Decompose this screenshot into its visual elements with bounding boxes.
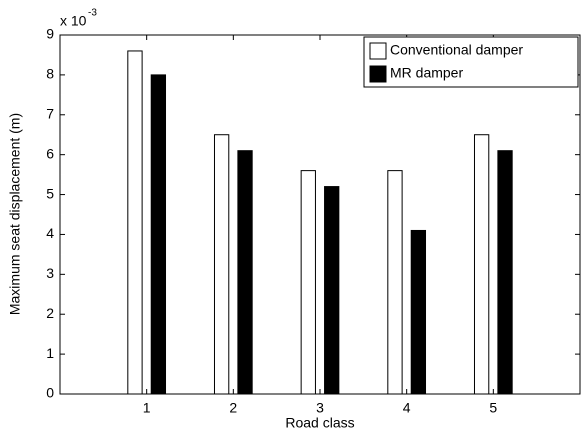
y-tick-label: 8 bbox=[46, 66, 54, 82]
bar bbox=[324, 186, 340, 395]
bar bbox=[150, 74, 167, 395]
bar bbox=[387, 170, 403, 395]
x-axis-label: Road class bbox=[285, 415, 354, 431]
bar bbox=[127, 50, 143, 395]
y-tick-label: 4 bbox=[46, 225, 54, 241]
bar bbox=[237, 150, 253, 395]
bar bbox=[497, 150, 513, 395]
legend-label: Conventional damper bbox=[390, 42, 523, 58]
y-tick-label: 0 bbox=[46, 385, 54, 401]
y-tick-label: 9 bbox=[46, 26, 54, 42]
bar bbox=[410, 229, 427, 395]
x-tick-label: 3 bbox=[316, 400, 324, 416]
legend-box bbox=[363, 36, 579, 88]
legend-swatch bbox=[369, 65, 387, 83]
y-tick-label: 7 bbox=[46, 105, 54, 121]
legend-swatch bbox=[369, 42, 387, 60]
y-multiplier: x 10 bbox=[60, 13, 87, 29]
y-axis-label: Maximum seat displacement (m) bbox=[7, 113, 23, 315]
bar bbox=[300, 170, 316, 395]
y-tick-label: 6 bbox=[46, 145, 54, 161]
bar bbox=[473, 134, 490, 395]
x-tick-label: 5 bbox=[489, 400, 497, 416]
x-tick-label: 2 bbox=[229, 400, 237, 416]
x-tick-label: 1 bbox=[143, 400, 151, 416]
y-tick-label: 3 bbox=[46, 265, 54, 281]
y-tick-label: 1 bbox=[46, 345, 54, 361]
y-multiplier-exponent: -3 bbox=[88, 8, 97, 19]
bar bbox=[213, 134, 230, 395]
y-tick-label: 2 bbox=[46, 305, 54, 321]
y-tick-label: 5 bbox=[46, 185, 54, 201]
legend-label: MR damper bbox=[390, 65, 463, 81]
x-tick-label: 4 bbox=[403, 400, 411, 416]
